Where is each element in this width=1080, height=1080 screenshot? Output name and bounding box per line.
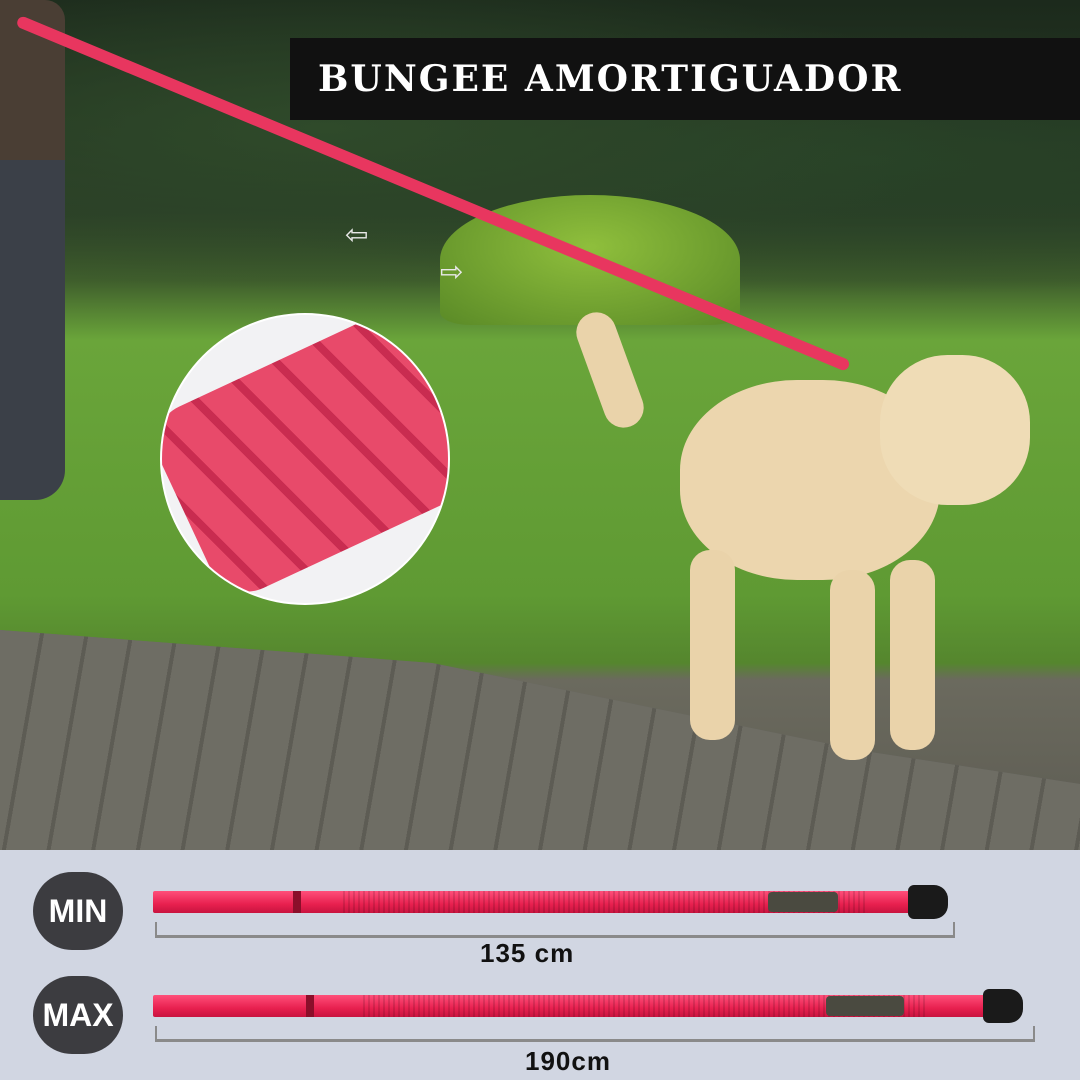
leash-max (153, 989, 1023, 1023)
page-title: BUNGEE AMORTIGUADOR (318, 58, 903, 100)
length-min: 135 cm (480, 938, 575, 968)
min-badge: MIN (33, 872, 123, 950)
arrow-right-icon: ⇨ (440, 256, 464, 287)
measure-max (155, 1026, 1035, 1042)
leash-min (153, 885, 948, 919)
product-photo: ⇦ ⇨ (0, 0, 1080, 850)
max-badge: MAX (33, 976, 123, 1054)
length-max: 190cm (525, 1046, 611, 1076)
bungee-closeup (160, 313, 450, 605)
arrow-left-icon: ⇦ (345, 219, 369, 250)
length-panel: MIN 135 cm MAX 190cm (0, 850, 1080, 1080)
measure-min (155, 922, 955, 938)
person-walking (0, 0, 65, 500)
title-banner: BUNGEE AMORTIGUADOR (290, 38, 1080, 120)
dog (570, 306, 1030, 770)
